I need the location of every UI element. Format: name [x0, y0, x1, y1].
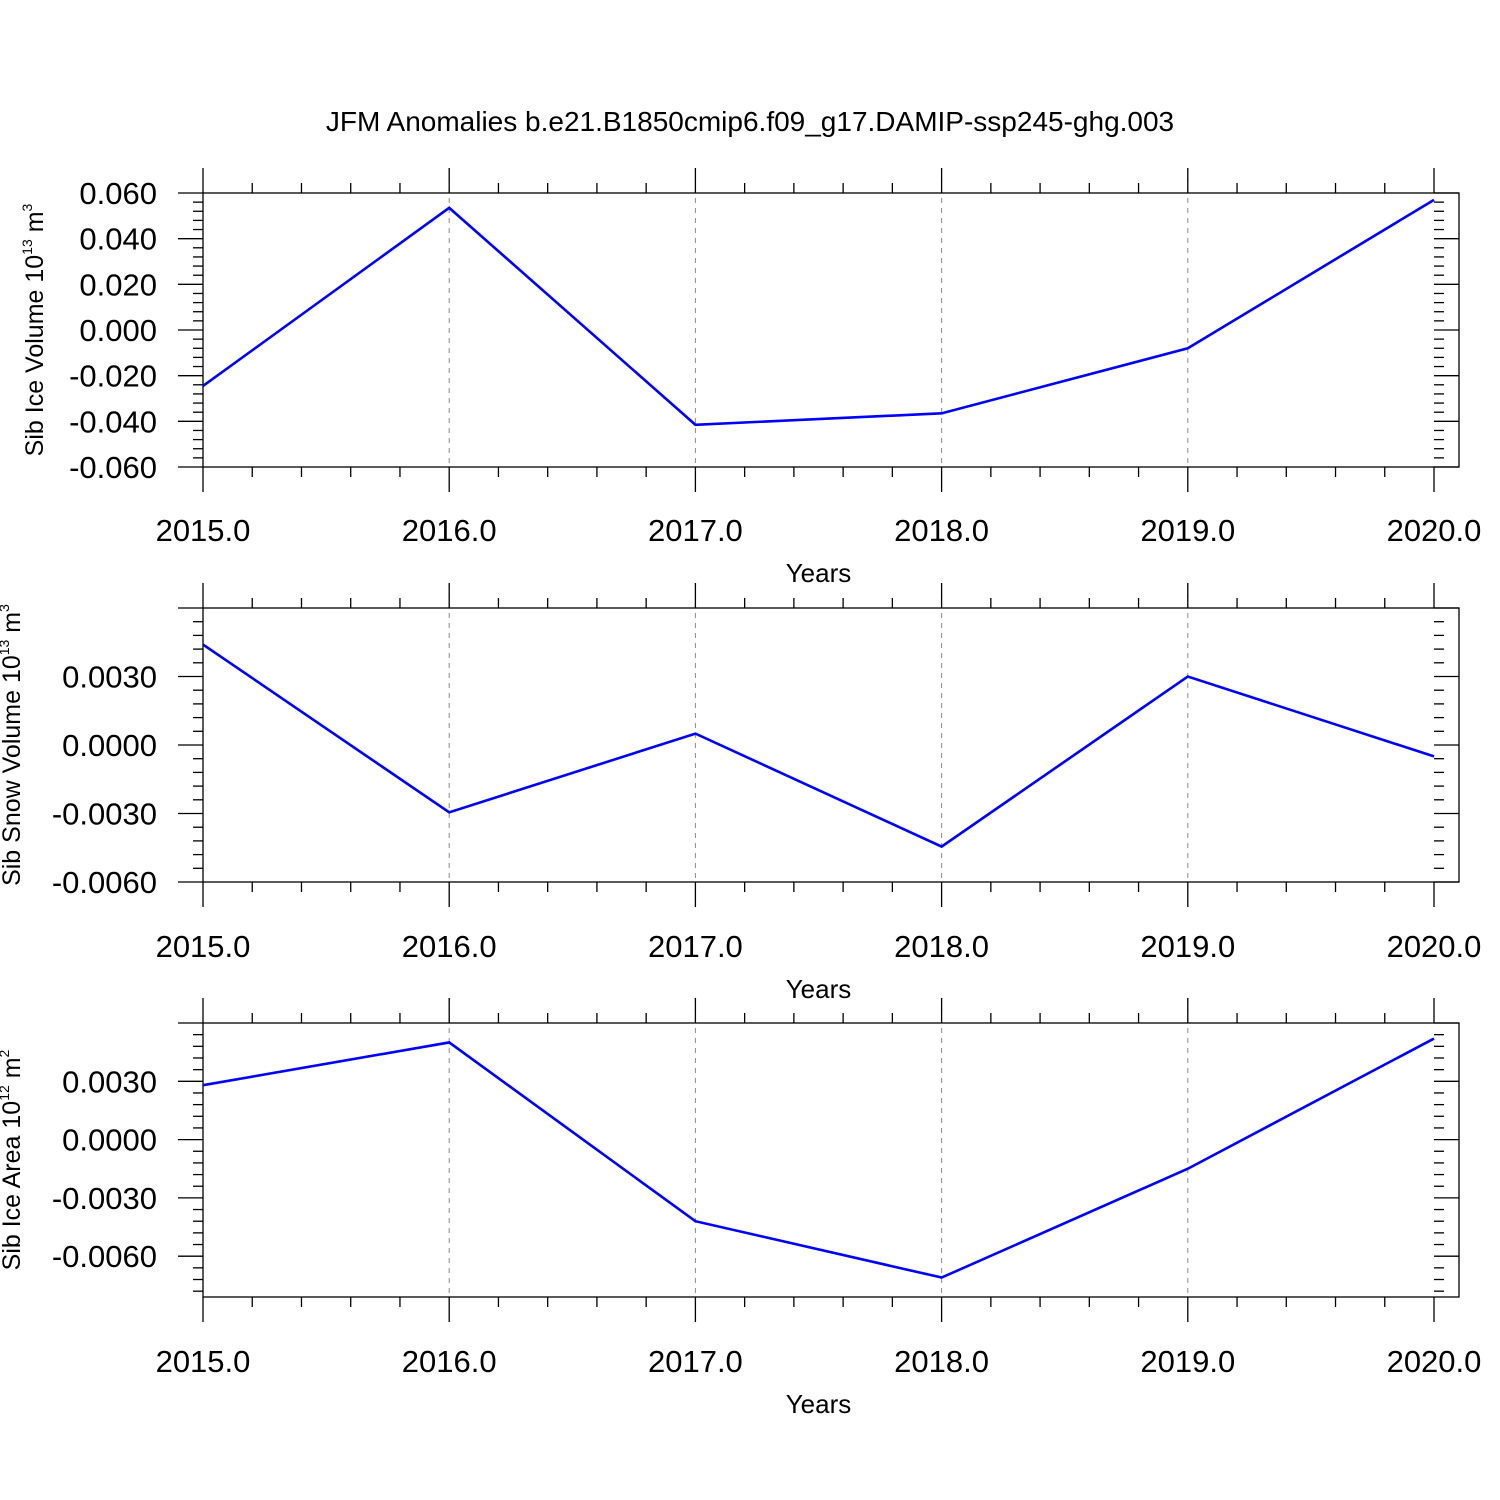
y-tick-label: -0.0030 [52, 1181, 157, 1216]
y-axis-label: Sib Snow Volume 1013 m3 [0, 604, 26, 886]
y-tick-label: 0.0030 [62, 1064, 157, 1099]
x-tick-label: 2017.0 [648, 929, 743, 964]
y-axis-label: Sib Ice Area 1012 m2 [0, 1049, 26, 1270]
x-tick-label: 2015.0 [156, 1344, 251, 1379]
series-line [202, 198, 1435, 427]
panel-1: 2015.0 2016.0 2017.0 2018.0 2019.0 2020.0 Year… [19, 168, 1481, 588]
plot-frame [202, 192, 1460, 468]
y-tick-label: 0.000 [79, 313, 157, 348]
y-axis-label: Sib Ice Volume 1013 m3 [19, 203, 49, 456]
plot-frame [202, 607, 1460, 883]
x-tick-label: 2019.0 [1140, 1344, 1235, 1379]
y-tick-label: -0.060 [69, 450, 157, 485]
x-tick-label: 2018.0 [894, 1344, 989, 1379]
plot-frame [202, 1022, 1460, 1298]
panels: 2015.0 2016.0 2017.0 2018.0 2019.0 2020.0 Year… [0, 168, 1481, 1419]
x-tick-label: 2020.0 [1387, 929, 1482, 964]
y-tick-label: -0.0060 [52, 1239, 157, 1274]
y-tick-label: 0.040 [79, 222, 157, 257]
y-tick-label: -0.040 [69, 404, 157, 439]
y-tick-label: -0.0060 [52, 865, 157, 900]
x-tick-label: 2017.0 [648, 1344, 743, 1379]
x-axis-label: Years [786, 974, 852, 1004]
x-tick-label: 2019.0 [1140, 929, 1235, 964]
x-axis-label: Years [786, 1389, 852, 1419]
panel-3: 2015.0 2016.0 2017.0 2018.0 2019.0 2020.0 Year… [0, 998, 1481, 1419]
y-tick-label: 0.060 [79, 176, 157, 211]
x-tick-label: 2018.0 [894, 513, 989, 548]
x-tick-label: 2019.0 [1140, 513, 1235, 548]
x-tick-label: 2015.0 [156, 929, 251, 964]
series-line [202, 1037, 1435, 1279]
x-tick-label: 2017.0 [648, 513, 743, 548]
x-tick-label: 2015.0 [156, 513, 251, 548]
y-tick-label: 0.0030 [62, 660, 157, 695]
x-tick-label: 2020.0 [1387, 513, 1482, 548]
x-tick-label: 2018.0 [894, 929, 989, 964]
y-tick-label: 0.020 [79, 267, 157, 302]
y-tick-label: -0.020 [69, 359, 157, 394]
y-tick-label: -0.0030 [52, 797, 157, 832]
y-tick-label: 0.0000 [62, 728, 157, 763]
figure-title: JFM Anomalies b.e21.B1850cmip6.f09_g17.D… [326, 106, 1174, 137]
series-line [202, 643, 1435, 849]
x-tick-label: 2020.0 [1387, 1344, 1482, 1379]
panel-2: 2015.0 2016.0 2017.0 2018.0 2019.0 2020.0 Year… [0, 583, 1481, 1004]
x-tick-label: 2016.0 [402, 513, 497, 548]
x-axis-label: Years [786, 558, 852, 588]
x-tick-label: 2016.0 [402, 929, 497, 964]
x-tick-label: 2016.0 [402, 1344, 497, 1379]
y-tick-label: 0.0000 [62, 1123, 157, 1158]
